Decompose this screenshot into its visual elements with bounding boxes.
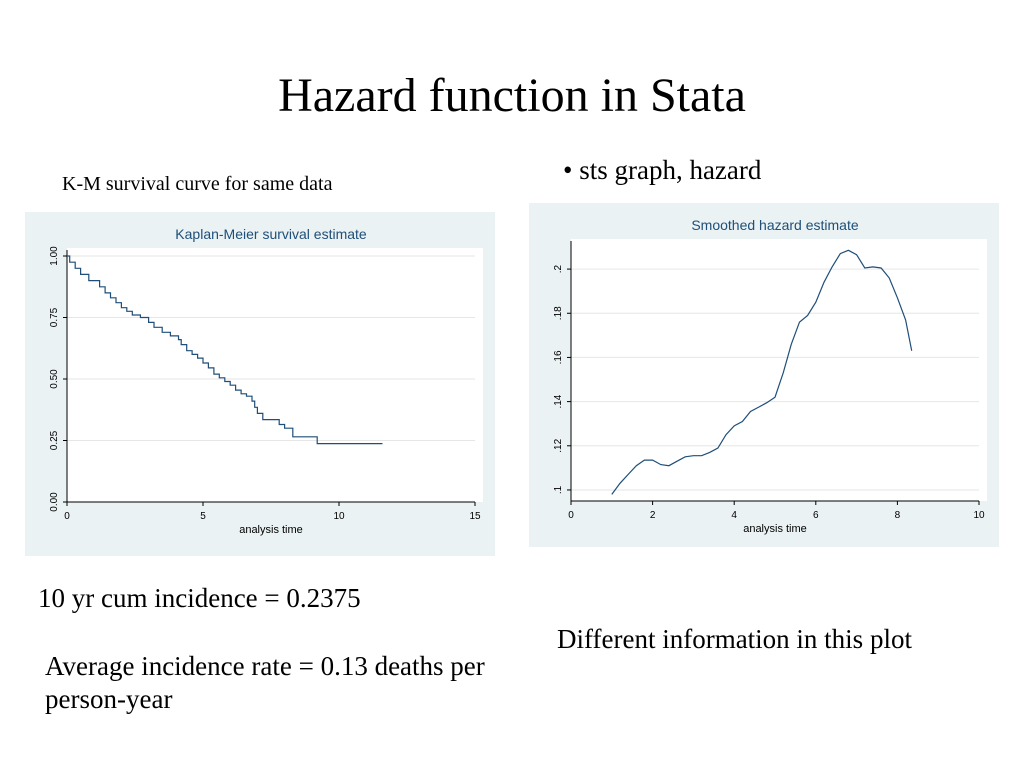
km-series-line	[67, 255, 383, 445]
hazard-x-tick-label: 0	[568, 510, 574, 521]
km-x-tick-label: 10	[333, 511, 345, 522]
slide-title: Hazard function in Stata	[278, 69, 746, 122]
different-info-note: Different information in this plot	[557, 624, 912, 654]
km-y-tick-label: 0.25	[49, 430, 60, 450]
km-x-tick-label: 5	[200, 511, 206, 522]
hazard-chart: Smoothed hazard estimate .1 .12 .14 .16 .18 .2…	[553, 217, 987, 535]
hazard-x-tick-label: 2	[650, 510, 656, 521]
hazard-x-tick-label: 10	[973, 510, 985, 521]
km-x-tick-label: 0	[64, 511, 70, 522]
hazard-plot-area	[571, 239, 987, 501]
km-title: Kaplan-Meier survival estimate	[175, 226, 367, 242]
cum-incidence-note: 10 yr cum incidence = 0.2375	[38, 583, 361, 613]
km-x-axis-label: analysis time	[239, 524, 303, 536]
km-x-tick-label: 15	[469, 511, 481, 522]
command-bullet: • sts graph, hazard	[563, 155, 762, 185]
hazard-x-tick-label: 4	[731, 510, 737, 521]
hazard-chart-panel: Smoothed hazard estimate .1 .12 .14 .16 .18 .2…	[529, 203, 999, 547]
hazard-y-tick-label: .2	[553, 264, 564, 273]
km-chart: Kaplan-Meier survival estimate 0.00 0.25 0.…	[49, 226, 483, 536]
km-y-tick-label: 1.00	[49, 246, 60, 266]
hazard-x-tick-label: 8	[895, 510, 901, 521]
hazard-title: Smoothed hazard estimate	[691, 217, 859, 233]
hazard-y-tick-label: .12	[553, 438, 564, 452]
hazard-y-tick-label: .16	[553, 350, 564, 364]
km-y-tick-label: 0.00	[49, 492, 60, 512]
km-caption: K-M survival curve for same data	[62, 173, 333, 195]
km-plot-area	[67, 248, 483, 502]
hazard-y-tick-label: .18	[553, 306, 564, 320]
hazard-y-tick-label: .14	[553, 394, 564, 408]
hazard-x-axis-label: analysis time	[743, 523, 807, 535]
avg-rate-note: Average incidence rate = 0.13 deaths per…	[45, 651, 485, 714]
hazard-series-line	[611, 249, 913, 495]
km-y-tick-label: 0.50	[49, 369, 60, 389]
hazard-x-tick-label: 6	[813, 510, 819, 521]
km-chart-panel: Kaplan-Meier survival estimate 0.00 0.25 0.…	[25, 212, 495, 556]
hazard-y-tick-label: .1	[553, 485, 564, 494]
km-y-tick-label: 0.75	[49, 307, 60, 327]
